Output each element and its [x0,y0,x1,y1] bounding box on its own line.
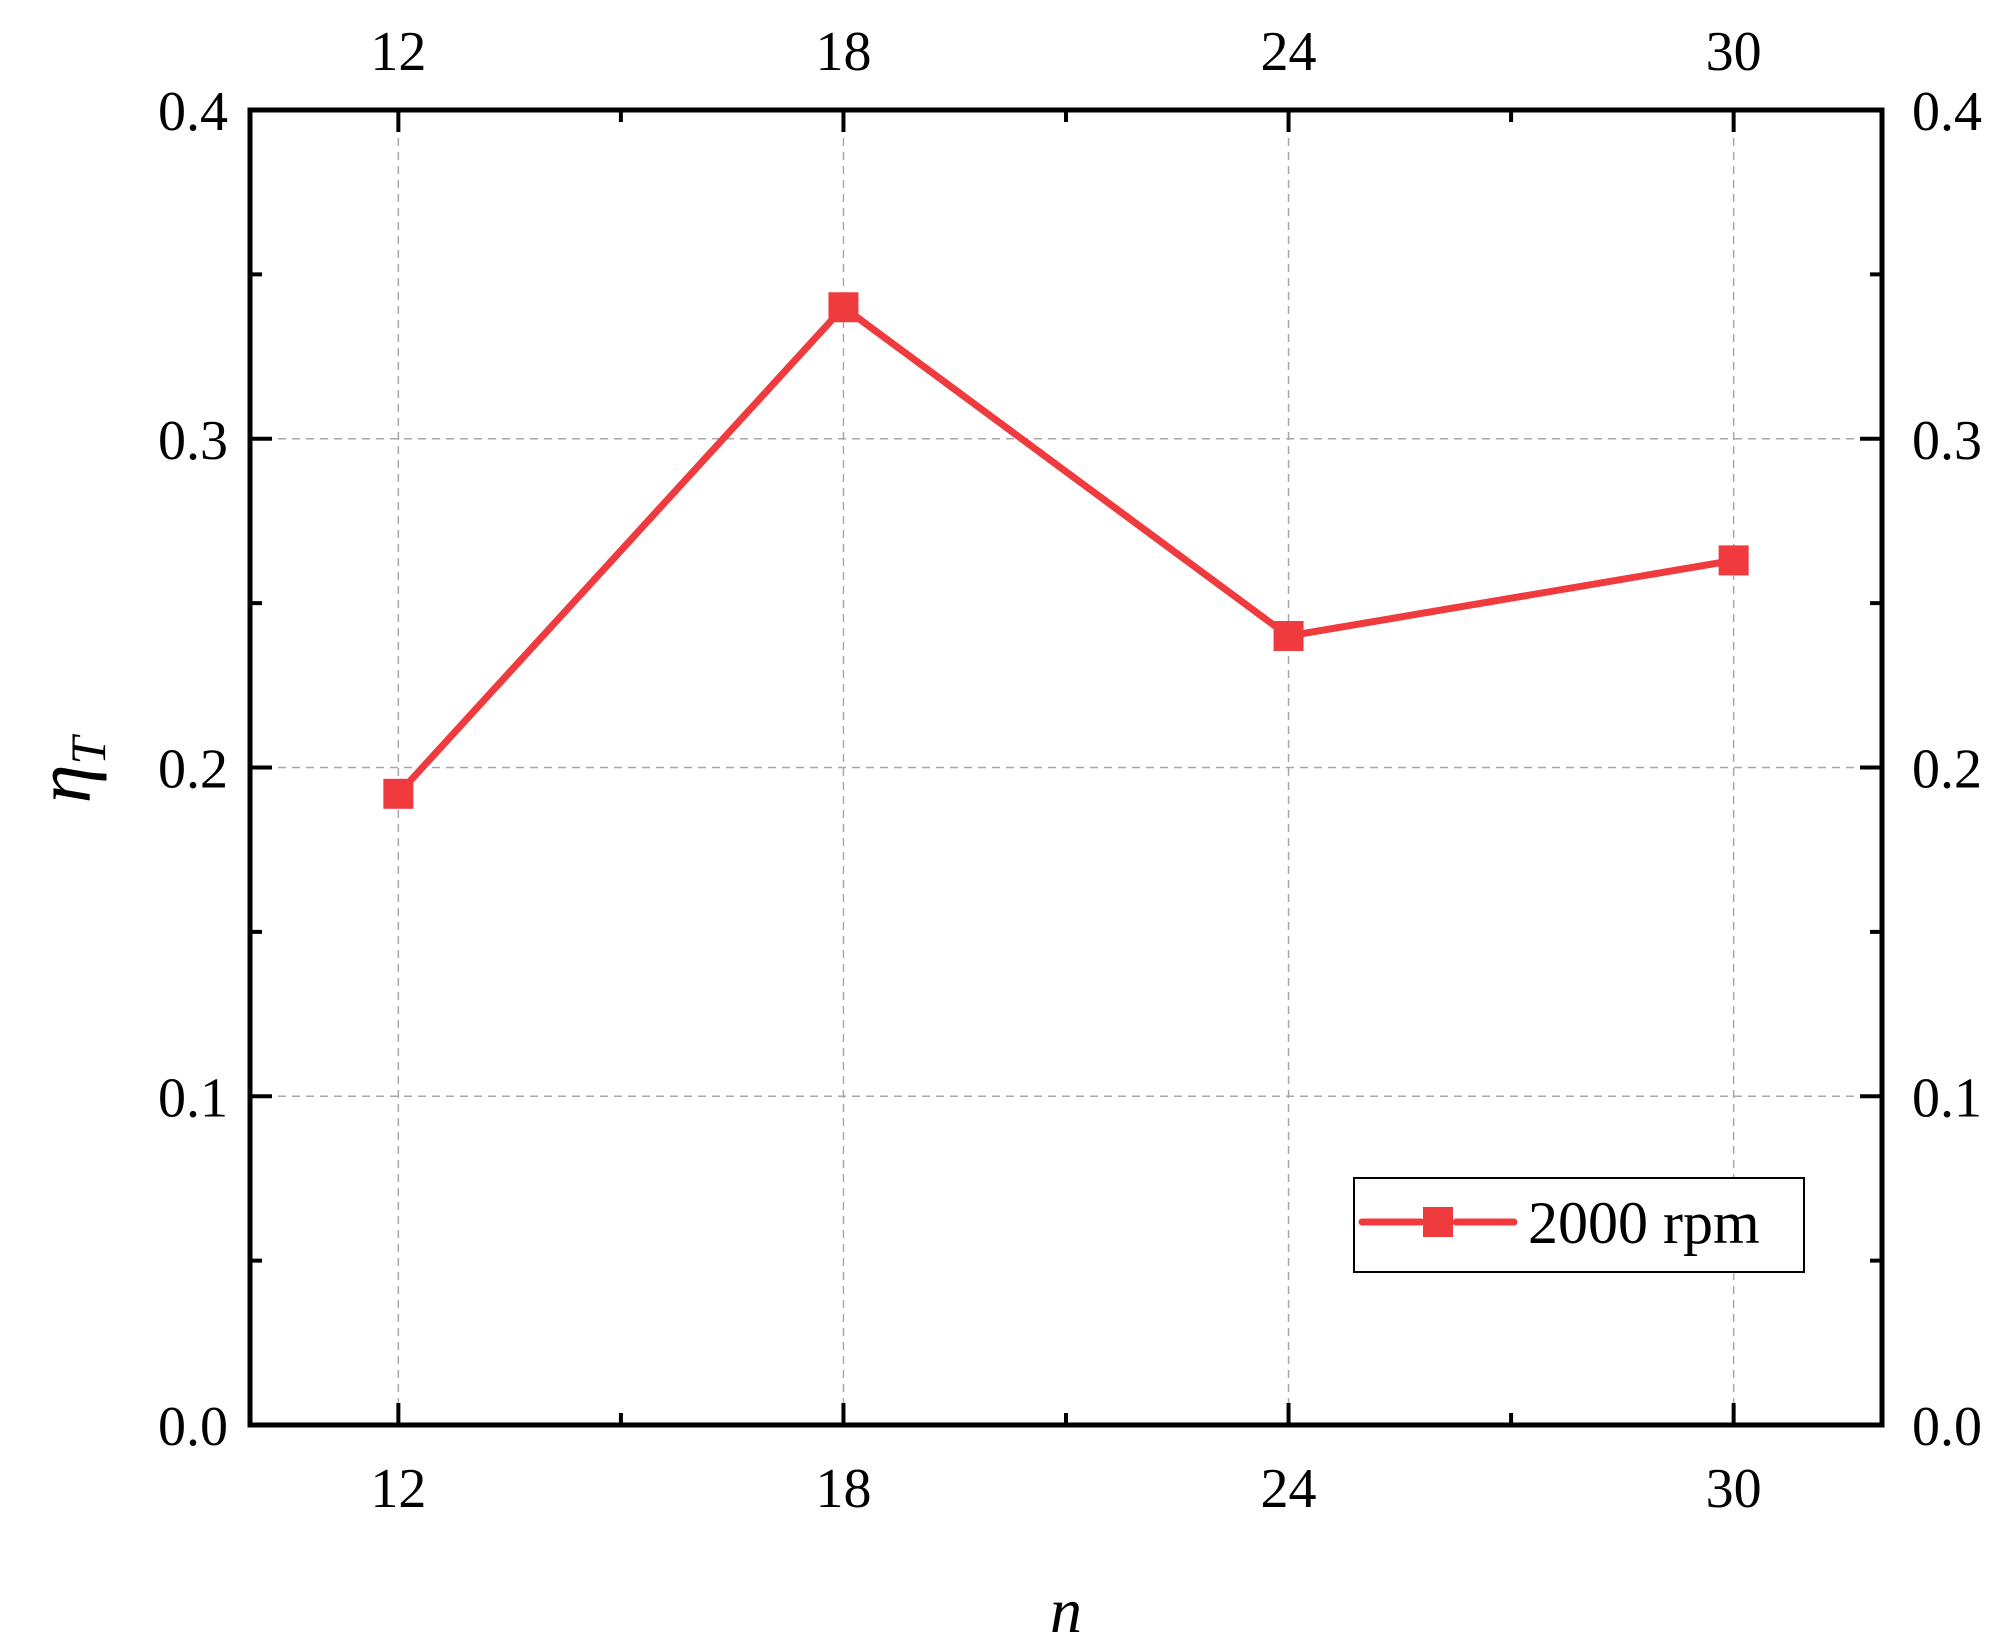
y-tick-label: 0.1 [158,1067,228,1129]
top-x-tick-label: 24 [1261,21,1317,83]
x-tick-label: 30 [1706,1458,1762,1520]
axis-ticks [250,108,1882,1427]
right-y-tick-label: 0.0 [1912,1396,1982,1458]
y-tick-label: 0.2 [158,739,228,801]
right-y-tick-label: 0.3 [1912,410,1982,472]
series-layer [383,292,1749,809]
top-x-tick-label: 12 [370,21,426,83]
data-point-marker [1718,545,1749,576]
series-line [395,303,1735,797]
x-axis-title: n [1050,1575,1082,1646]
y-axis-title-symbol: η [20,765,107,804]
data-point-marker [828,292,859,323]
top-x-tick-label: 30 [1706,21,1762,83]
legend-marker-square [1423,1207,1453,1237]
y-tick-label: 0.4 [158,81,228,143]
right-y-tick-label: 0.1 [1912,1067,1982,1129]
y-axis-title-subscript: T [60,734,116,765]
data-point-marker [1273,621,1304,651]
y-tick-label: 0.0 [158,1396,228,1458]
x-tick-label: 12 [370,1458,426,1520]
x-tick-label: 24 [1261,1458,1317,1520]
tick-labels: 12 12 18 18 24 24 30 30 0.0 0.0 0.1 0.1 0.2 0.2 0.3 0.3… [158,21,1982,1520]
legend-label: 2000 rpm [1528,1190,1760,1256]
right-y-tick-label: 0.4 [1912,81,1982,143]
x-tick-label: 18 [815,1458,871,1520]
right-y-tick-label: 0.2 [1912,739,1982,801]
top-x-tick-label: 18 [815,21,871,83]
legend: 2000 rpm [1353,1177,1805,1273]
data-point-marker [383,778,414,809]
y-axis-title: ηT [20,734,116,804]
y-tick-label: 0.3 [158,410,228,472]
